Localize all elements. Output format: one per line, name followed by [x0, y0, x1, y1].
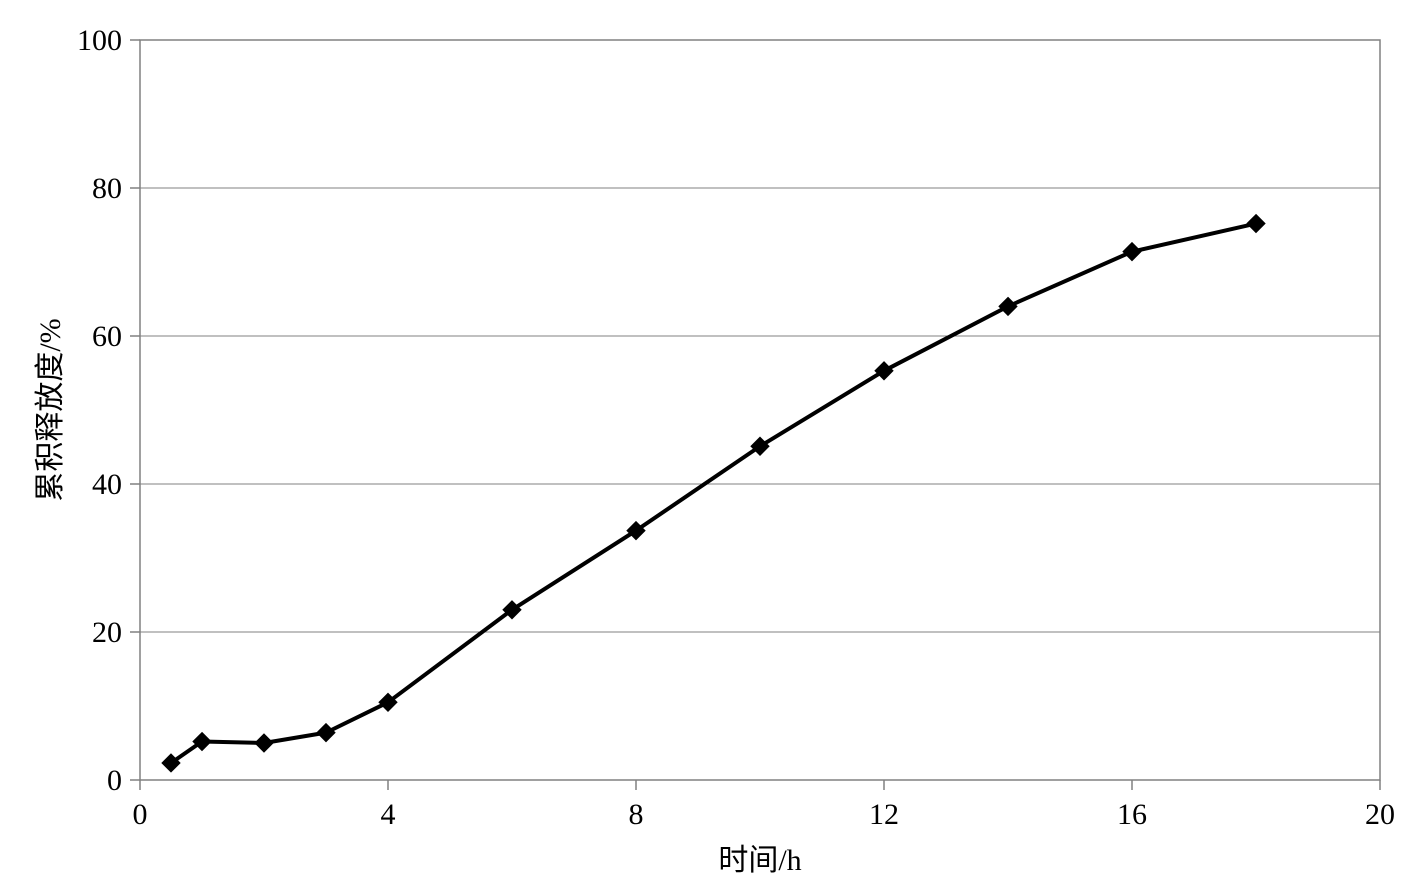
data-marker — [999, 297, 1017, 315]
plot-border — [140, 40, 1380, 780]
data-marker — [255, 734, 273, 752]
y-tick-label: 60 — [92, 320, 122, 353]
y-axis-label: 累积释放度/% — [34, 318, 67, 501]
x-axis-label: 时间/h — [718, 844, 801, 877]
data-marker — [875, 362, 893, 380]
chart-container: 0 4 8 12 16 20 0 20 40 60 80 100 时间/h 累积释放度/% — [0, 0, 1413, 892]
x-tick-label: 12 — [869, 798, 899, 831]
x-tick-label: 4 — [381, 798, 396, 831]
x-tick-label: 20 — [1365, 798, 1395, 831]
data-marker — [317, 724, 335, 742]
series-line — [171, 224, 1256, 763]
y-tick-label: 100 — [77, 24, 122, 57]
data-marker — [1247, 215, 1265, 233]
x-tick-label: 16 — [1117, 798, 1147, 831]
x-tick-label: 8 — [629, 798, 644, 831]
y-tick-label: 40 — [92, 468, 122, 501]
y-tick-label: 80 — [92, 172, 122, 205]
y-tick-label: 20 — [92, 616, 122, 649]
data-marker — [1123, 243, 1141, 261]
release-chart: 0 4 8 12 16 20 0 20 40 60 80 100 时间/h 累积释放度/% — [0, 0, 1413, 892]
x-tick-label: 0 — [133, 798, 148, 831]
y-tick-label: 0 — [107, 764, 122, 797]
